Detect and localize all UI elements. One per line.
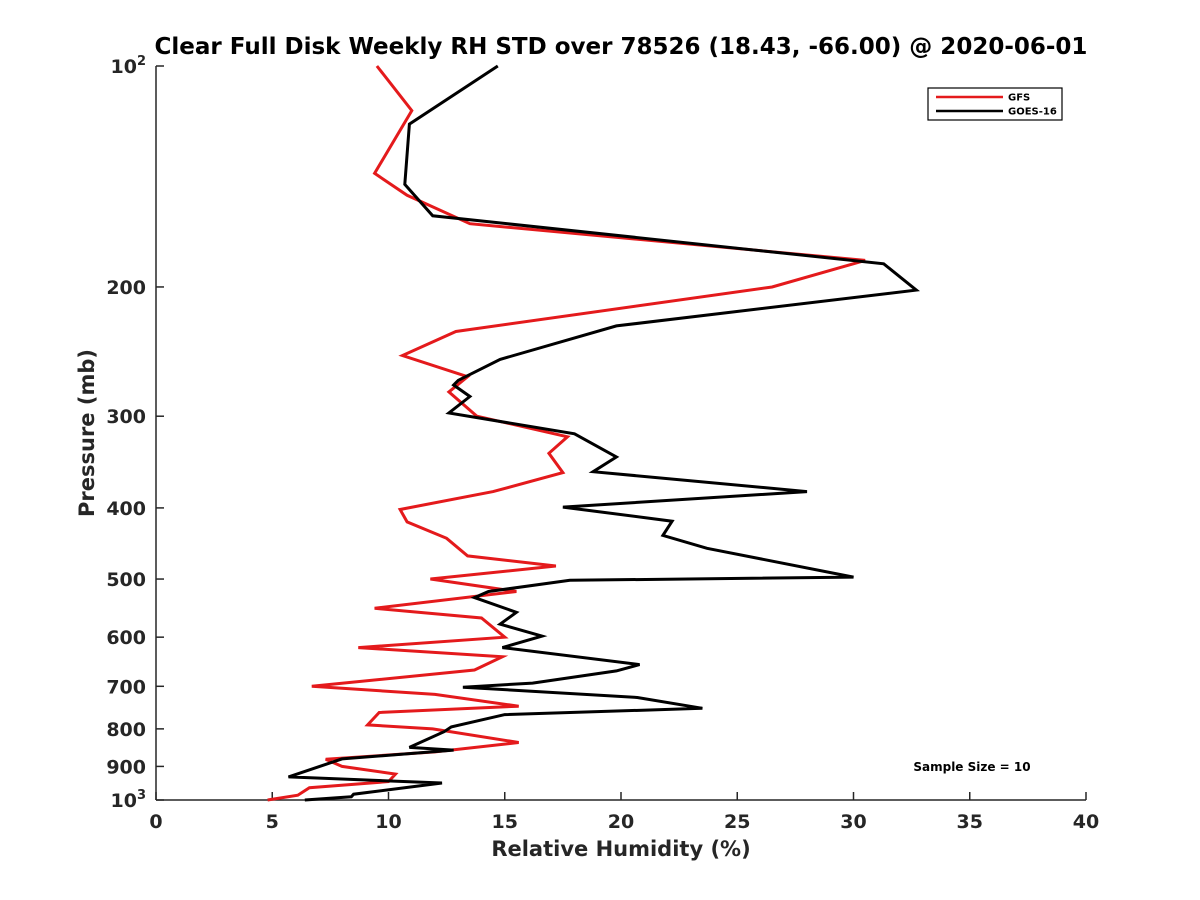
y-tick-label: 103 <box>111 788 147 812</box>
y-axis-label: Pressure (mb) <box>75 349 99 517</box>
y-tick-label: 500 <box>106 569 146 591</box>
x-tick-label: 5 <box>266 811 279 833</box>
y-tick-label: 300 <box>106 406 146 428</box>
y-tick-label: 200 <box>106 277 146 299</box>
x-tick-label: 30 <box>840 811 866 833</box>
y-tick-label: 900 <box>106 756 146 778</box>
x-tick-label: 15 <box>492 811 518 833</box>
legend-label-gfs: GFS <box>1008 93 1030 104</box>
chart-title: Clear Full Disk Weekly RH STD over 78526… <box>155 34 1088 60</box>
legend-box <box>927 87 1063 121</box>
x-tick-label: 20 <box>608 811 634 833</box>
x-tick-label: 10 <box>375 811 401 833</box>
x-tick-label: 35 <box>957 811 983 833</box>
y-tick-label: 600 <box>106 627 146 649</box>
x-tick-label: 40 <box>1073 811 1099 833</box>
plot-area: 0 5 10 15 20 25 30 35 40 102 200 300 400 500 600 700 800… <box>106 54 1099 833</box>
y-tick-label: 400 <box>106 498 146 520</box>
x-axis-label: Relative Humidity (%) <box>491 837 750 861</box>
legend-label-goes-16: GOES-16 <box>1008 107 1057 118</box>
x-tick-label: 25 <box>724 811 750 833</box>
y-tick-label: 800 <box>106 719 146 741</box>
sample-size-annotation: Sample Size = 10 <box>913 760 1030 774</box>
legend: GFS GOES-16 <box>927 87 1063 121</box>
y-tick-label: 700 <box>106 676 146 698</box>
y-tick-label: 102 <box>111 54 147 78</box>
x-tick-label: 0 <box>149 811 162 833</box>
series-line-goes-16 <box>288 64 921 802</box>
